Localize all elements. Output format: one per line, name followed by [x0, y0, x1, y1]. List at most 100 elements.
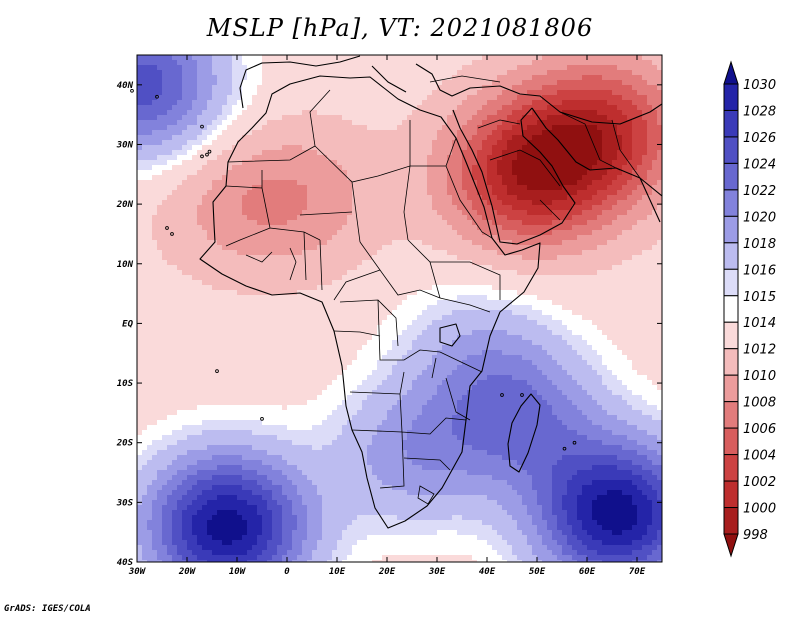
field-cell: [377, 150, 383, 156]
field-cell: [432, 245, 438, 251]
field-cell: [602, 125, 608, 131]
field-cell: [292, 135, 298, 141]
field-cell: [582, 60, 588, 66]
field-cell: [587, 155, 593, 161]
field-cell: [487, 270, 493, 276]
field-cell: [352, 85, 358, 91]
field-cell: [622, 100, 628, 106]
field-cell: [182, 55, 188, 61]
field-cell: [147, 245, 153, 251]
field-cell: [562, 220, 568, 226]
field-cell: [282, 70, 288, 76]
field-cell: [422, 145, 428, 151]
field-cell: [402, 85, 408, 91]
field-cell: [612, 120, 618, 126]
field-cell: [437, 170, 443, 176]
field-cell: [337, 260, 343, 266]
field-cell: [182, 180, 188, 186]
field-cell: [612, 280, 618, 286]
field-cell: [162, 225, 168, 231]
field-cell: [257, 75, 263, 81]
field-cell: [282, 185, 288, 191]
field-cell: [237, 110, 243, 116]
field-cell: [592, 95, 598, 101]
field-cell: [497, 270, 503, 276]
field-cell: [592, 265, 598, 271]
field-cell: [482, 230, 488, 236]
field-cell: [527, 160, 533, 166]
field-cell: [372, 225, 378, 231]
field-cell: [152, 280, 158, 286]
field-cell: [657, 75, 662, 81]
field-cell: [377, 255, 383, 261]
field-cell: [232, 60, 238, 66]
field-cell: [557, 205, 563, 211]
field-cell: [222, 140, 228, 146]
field-cell: [432, 280, 438, 286]
field-cell: [162, 250, 168, 256]
field-cell: [197, 270, 203, 276]
field-cell: [487, 70, 493, 76]
field-cell: [622, 165, 628, 171]
field-cell: [192, 145, 198, 151]
field-cell: [572, 245, 578, 251]
field-cell: [522, 105, 528, 111]
field-cell: [247, 225, 253, 231]
field-cell: [242, 115, 248, 121]
field-cell: [637, 70, 643, 76]
field-cell: [517, 165, 523, 171]
field-cell: [212, 115, 218, 121]
field-cell: [392, 150, 398, 156]
field-cell: [552, 245, 558, 251]
field-cell: [147, 280, 153, 286]
field-cell: [337, 135, 343, 141]
field-cell: [327, 95, 333, 101]
field-cell: [167, 150, 173, 156]
field-cell: [272, 280, 278, 286]
field-cell: [182, 110, 188, 116]
field-cell: [517, 150, 523, 156]
field-cell: [382, 85, 388, 91]
field-cell: [497, 115, 503, 121]
field-cell: [237, 290, 243, 296]
field-cell: [377, 190, 383, 196]
field-cell: [157, 245, 163, 251]
field-cell: [267, 140, 273, 146]
field-cell: [377, 235, 383, 241]
field-cell: [522, 250, 528, 256]
field-cell: [392, 180, 398, 186]
field-cell: [257, 180, 263, 186]
field-cell: [287, 195, 293, 201]
field-cell: [157, 200, 163, 206]
field-cell: [272, 200, 278, 206]
field-cell: [402, 210, 408, 216]
field-cell: [412, 275, 418, 281]
field-cell: [617, 155, 623, 161]
field-cell: [612, 230, 618, 236]
field-cell: [287, 205, 293, 211]
field-cell: [562, 245, 568, 251]
field-cell: [627, 175, 633, 181]
field-cell: [577, 195, 583, 201]
field-cell: [547, 115, 553, 121]
field-cell: [257, 250, 263, 256]
field-cell: [382, 255, 388, 261]
field-cell: [577, 95, 583, 101]
field-cell: [302, 135, 308, 141]
field-cell: [607, 125, 613, 131]
field-cell: [227, 100, 233, 106]
field-cell: [292, 230, 298, 236]
field-cell: [422, 60, 428, 66]
field-cell: [307, 230, 313, 236]
field-cell: [387, 215, 393, 221]
field-cell: [147, 185, 153, 191]
field-cell: [557, 285, 563, 291]
field-cell: [232, 275, 238, 281]
field-cell: [342, 110, 348, 116]
field-cell: [427, 130, 433, 136]
field-cell: [432, 255, 438, 261]
field-cell: [227, 70, 233, 76]
field-cell: [217, 95, 223, 101]
field-cell: [162, 120, 168, 126]
field-cell: [637, 190, 643, 196]
